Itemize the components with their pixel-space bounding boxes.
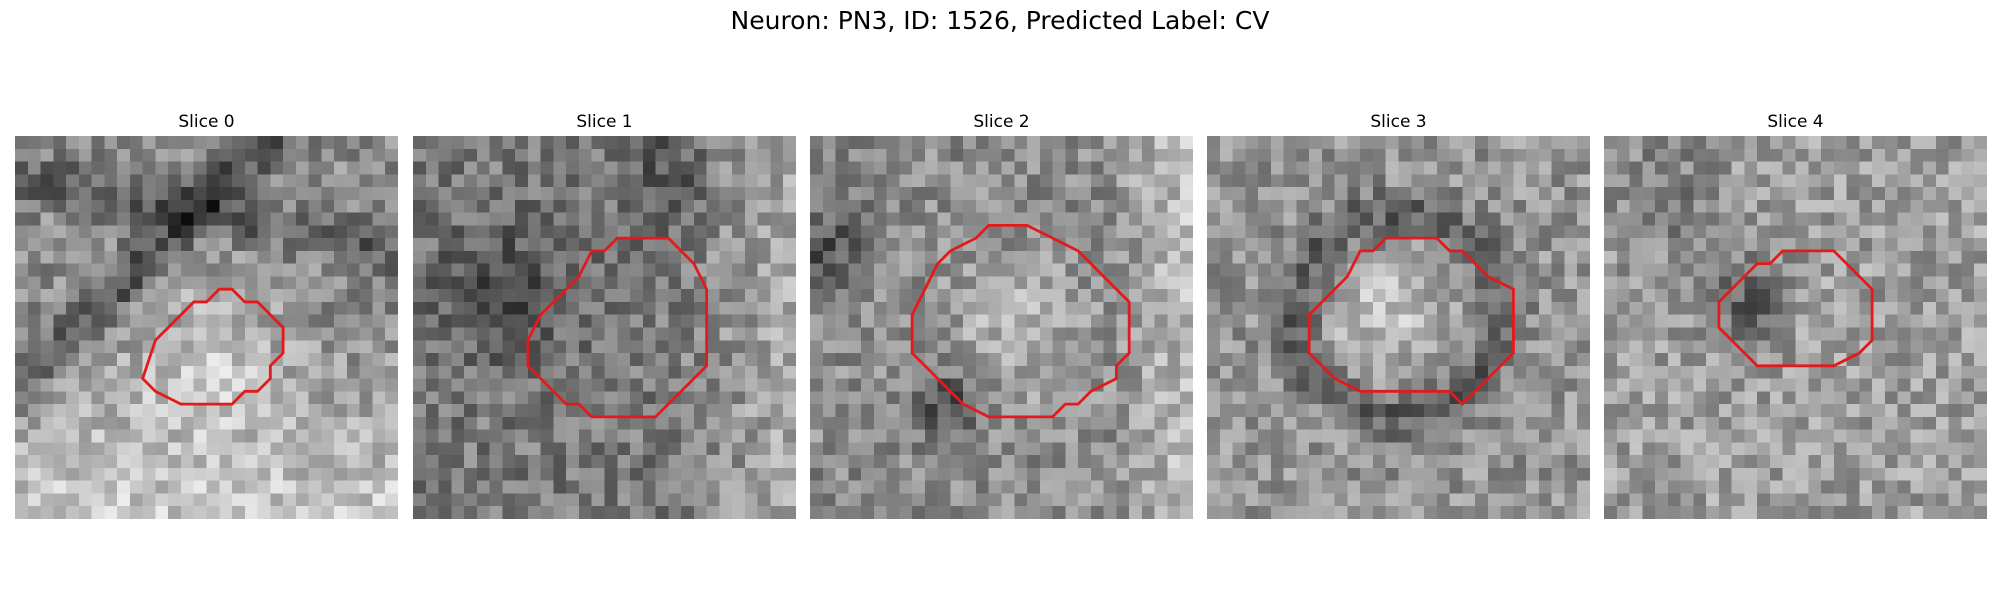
slice-title: Slice 1 (576, 112, 633, 132)
slice-image (1604, 136, 1987, 519)
slice-image (15, 136, 398, 519)
slice-title: Slice 4 (1767, 112, 1824, 132)
segmentation-outline (1307, 236, 1515, 407)
segmentation-outline (141, 287, 285, 406)
slice-image (1207, 136, 1590, 519)
slice-panel-2: Slice 2 (810, 108, 1193, 519)
slice-panel-3: Slice 3 (1207, 108, 1590, 519)
segmentation-outline (910, 223, 1131, 419)
slice-title: Slice 0 (178, 112, 235, 132)
segmentation-outline (526, 236, 709, 419)
slice-title: Slice 3 (1370, 112, 1427, 132)
slice-panel-0: Slice 0 (15, 108, 398, 519)
slice-title: Slice 2 (973, 112, 1030, 132)
figure-title: Neuron: PN3, ID: 1526, Predicted Label: … (730, 6, 1270, 35)
slice-image (810, 136, 1193, 519)
slice-panel-1: Slice 1 (413, 108, 796, 519)
slice-panel-4: Slice 4 (1604, 108, 1987, 519)
slice-image (413, 136, 796, 519)
segmentation-outline (1717, 249, 1874, 368)
